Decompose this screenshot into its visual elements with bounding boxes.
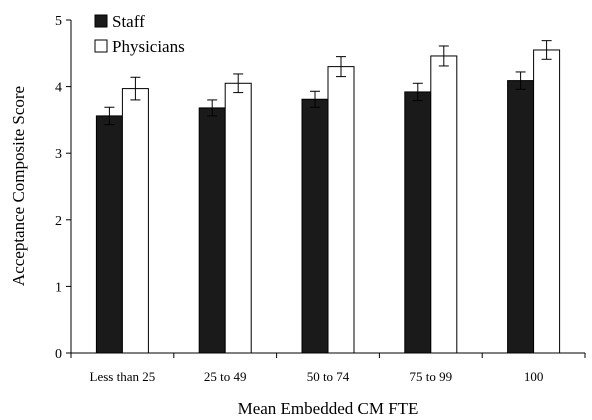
x-tick-label: 50 to 74 [307,369,350,384]
bar-physicians [430,55,458,354]
y-tick-label: 2 [55,214,62,229]
legend-label-staff: Staff [112,12,145,31]
plot-area: 0 1 2 3 4 5 Less than 25 25 to 49 50 to 74 75 to … [55,12,586,384]
y-axis-title: Acceptance Composite Score [9,86,28,286]
y-tick-label: 4 [55,81,62,96]
x-tick-label: 25 to 49 [204,369,247,384]
bar-staff [95,115,123,354]
y-tick-label: 1 [55,280,62,295]
y-tick-label: 3 [55,147,62,162]
x-axis-title: Mean Embedded CM FTE [238,399,419,418]
bar-physicians [327,66,355,354]
bar-staff [198,107,226,354]
bar-physicians [533,49,561,354]
legend: Staff Physicians [94,12,185,56]
x-tick-label: 100 [524,369,544,384]
bar-physicians [224,82,252,354]
bar-staff [507,80,535,354]
legend-swatch-staff [94,14,108,28]
x-tick-label: Less than 25 [90,369,156,384]
y-tick-label: 0 [55,347,62,362]
legend-swatch-physicians [94,39,108,53]
x-tick-label: 75 to 99 [409,369,452,384]
y-tick-label: 5 [55,14,62,29]
bar-staff [301,98,329,354]
bar-staff [404,91,432,354]
bar-physicians [121,88,149,354]
legend-label-physicians: Physicians [112,37,185,56]
